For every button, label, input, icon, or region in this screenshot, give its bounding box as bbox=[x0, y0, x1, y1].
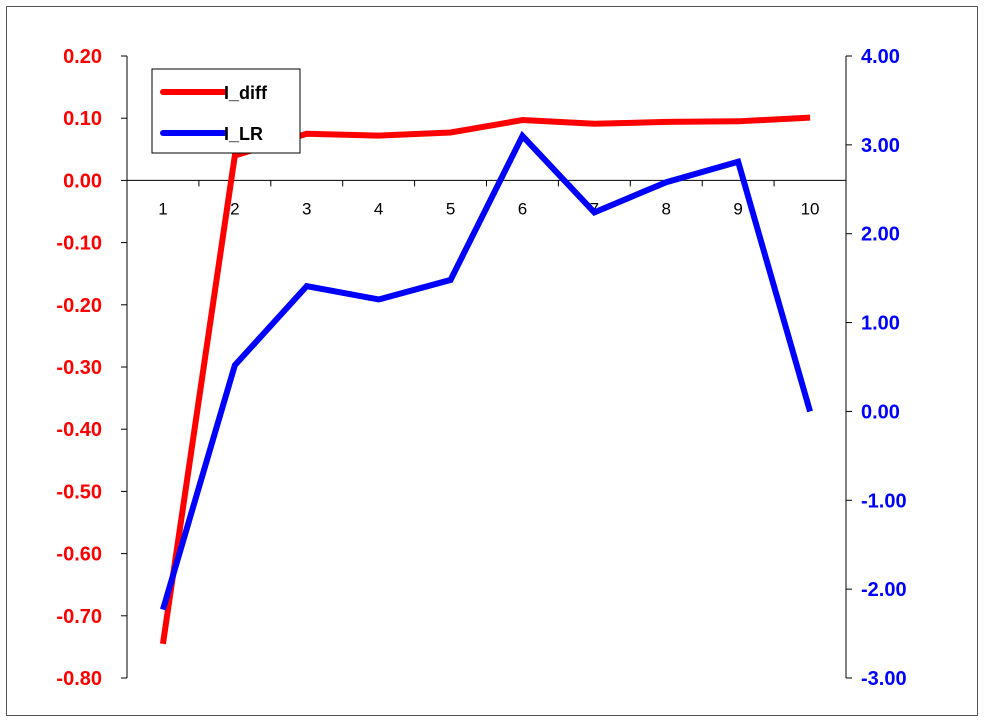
x-tick-label: 5 bbox=[446, 199, 455, 218]
right-tick-label: 1.00 bbox=[861, 313, 900, 335]
left-tick-label: 0.10 bbox=[63, 108, 102, 130]
right-tick-label: -3.00 bbox=[861, 668, 907, 690]
x-tick-label: 4 bbox=[374, 199, 383, 218]
left-tick-label: -0.30 bbox=[56, 357, 102, 379]
legend-box bbox=[151, 68, 301, 154]
right-tick-label: 2.00 bbox=[861, 224, 900, 246]
left-tick-label: -0.80 bbox=[56, 668, 102, 690]
x-tick-label: 6 bbox=[518, 199, 527, 218]
left-tick-label: -0.50 bbox=[56, 481, 102, 503]
x-tick-label: 9 bbox=[733, 199, 742, 218]
right-tick-label: 4.00 bbox=[861, 46, 900, 68]
legend-label-i-lr: I_LR bbox=[224, 124, 263, 144]
series-line-i-lr bbox=[160, 130, 813, 611]
x-tick-label: 3 bbox=[302, 199, 311, 218]
x-tick-label: 2 bbox=[230, 199, 239, 218]
series-layer bbox=[159, 114, 813, 645]
left-tick-label: -0.70 bbox=[56, 606, 102, 628]
left-axis-ticks: 0.20 0.10 0.00 -0.10 -0.20 -0.30 -0.40 -0.50 -0.… bbox=[56, 46, 127, 690]
right-axis-ticks: 4.00 3.00 2.00 1.00 0.00 -1.00 -2.00 -3.00 bbox=[846, 46, 907, 690]
left-tick-label: 0.20 bbox=[63, 46, 102, 68]
legend-label-i-diff: I_diff bbox=[224, 83, 268, 103]
x-tick-label: 8 bbox=[662, 199, 671, 218]
left-tick-label: -0.10 bbox=[56, 233, 102, 255]
right-tick-label: -2.00 bbox=[861, 579, 907, 601]
right-tick-label: 3.00 bbox=[861, 135, 900, 157]
left-tick-label: -0.20 bbox=[56, 295, 102, 317]
x-tick-label: 10 bbox=[801, 199, 820, 218]
x-tick-label: 1 bbox=[158, 199, 167, 218]
left-tick-label: 0.00 bbox=[63, 170, 102, 192]
right-tick-label: 0.00 bbox=[861, 401, 900, 423]
left-tick-label: -0.60 bbox=[56, 544, 102, 566]
legend: I_diff I_LR bbox=[151, 68, 301, 154]
left-tick-label: -0.40 bbox=[56, 419, 102, 441]
series-line-i-diff bbox=[159, 114, 811, 645]
right-tick-label: -1.00 bbox=[861, 490, 907, 512]
